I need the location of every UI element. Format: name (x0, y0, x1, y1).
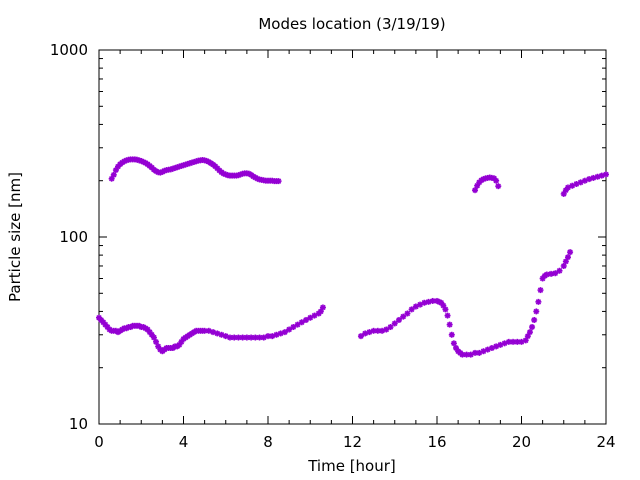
data-point (281, 329, 288, 336)
data-point (535, 298, 542, 305)
data-point (112, 167, 119, 174)
data-point (265, 333, 271, 340)
data-point (495, 183, 502, 190)
y-axis-label: Particle size [nm] (6, 172, 24, 302)
data-point (357, 333, 364, 340)
data-point (387, 324, 394, 331)
data-point (319, 304, 326, 311)
data-point (524, 333, 531, 340)
x-tick-label: 0 (94, 433, 104, 451)
x-tick-label: 4 (179, 433, 189, 451)
x-axis-label: Time [hour] (307, 457, 396, 475)
x-tick-label: 24 (596, 433, 615, 451)
data-point (239, 334, 246, 341)
data-point (307, 314, 314, 321)
data-point (552, 270, 559, 277)
y-tick-label: 100 (59, 228, 88, 246)
data-point (493, 177, 500, 184)
data-point (425, 298, 432, 305)
data-point (556, 267, 563, 274)
data-point (444, 312, 451, 319)
data-point (448, 331, 455, 338)
data-point (153, 338, 160, 345)
data-point (110, 171, 117, 178)
data-point (531, 316, 538, 323)
data-point (383, 326, 390, 333)
data-point (201, 327, 208, 334)
y-tick-label: 1000 (50, 41, 88, 59)
plot-frame (98, 49, 607, 425)
data-point (395, 316, 402, 323)
y-tick-label: 10 (69, 415, 88, 433)
data-point (560, 262, 567, 269)
data-point (400, 313, 407, 320)
data-point (526, 329, 533, 336)
x-tick-label: 20 (512, 433, 531, 451)
data-point (391, 320, 398, 327)
data-point (564, 254, 571, 261)
data-point (446, 321, 453, 328)
data-point (533, 308, 540, 315)
data-point (537, 287, 544, 294)
data-point (450, 340, 457, 347)
x-tick-label: 12 (343, 433, 362, 451)
data-point (235, 334, 242, 341)
data-point (275, 178, 282, 185)
data-point (298, 319, 305, 326)
data-point (529, 324, 536, 331)
data-point (248, 334, 255, 341)
data-point (290, 324, 297, 331)
data-point (303, 316, 310, 323)
chart-title: Modes location (3/19/19) (258, 15, 445, 33)
data-point (404, 310, 411, 317)
data-point (408, 306, 415, 313)
x-tick-label: 8 (263, 433, 273, 451)
x-tick-label: 16 (427, 433, 446, 451)
data-point (286, 326, 293, 333)
data-point (603, 171, 609, 178)
data-point (567, 249, 574, 256)
data-point (442, 306, 449, 313)
data-point (231, 334, 238, 341)
data-point (294, 321, 301, 328)
